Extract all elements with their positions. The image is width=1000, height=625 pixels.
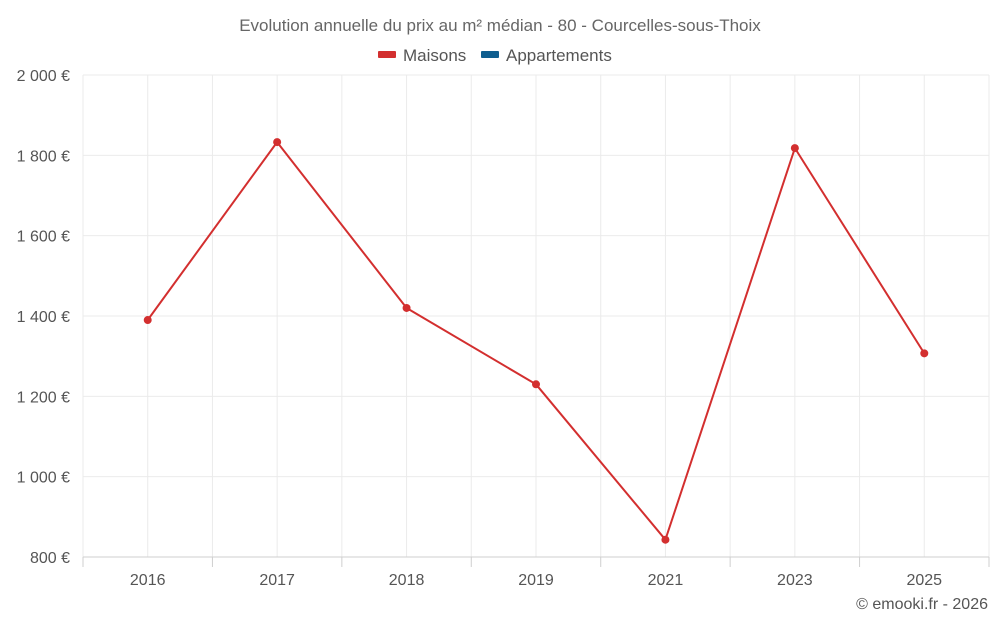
data-point[interactable]	[920, 349, 929, 358]
y-tick-label: 1 200 €	[17, 389, 70, 406]
x-tick-label: 2018	[389, 572, 425, 589]
legend-label-maisons: Maisons	[403, 46, 466, 65]
data-point[interactable]	[532, 380, 540, 389]
data-point[interactable]	[661, 535, 670, 544]
y-tick-label: 1 800 €	[17, 148, 70, 165]
data-point[interactable]	[790, 144, 799, 153]
legend-swatch-maisons	[378, 51, 396, 58]
legend-label-appartements: Appartements	[506, 46, 612, 65]
axes: 800 € 1 000 € 1 200 € 1 400 € 1 600 € 1 800 €…	[17, 68, 990, 589]
legend-item-appartements[interactable]: Appartements	[481, 46, 612, 65]
legend: Maisons Appartements	[378, 46, 612, 65]
y-tick-label: 800 €	[30, 550, 70, 567]
legend-item-maisons[interactable]: Maisons	[378, 46, 466, 65]
chart-title: Evolution annuelle du prix au m² médian …	[239, 16, 761, 35]
grid	[82, 74, 990, 558]
x-tick-label: 2023	[777, 572, 813, 589]
x-tick-label: 2025	[906, 572, 942, 589]
data-point[interactable]	[143, 316, 152, 325]
y-tick-label: 2 000 €	[17, 68, 70, 85]
x-tick-label: 2016	[130, 572, 166, 589]
series-maisons	[143, 138, 929, 544]
x-tick-label: 2021	[648, 572, 684, 589]
legend-swatch-appartements	[481, 51, 499, 58]
credit-text: © emooki.fr - 2026	[856, 596, 988, 613]
y-tick-label: 1 000 €	[17, 470, 70, 487]
x-tick-label: 2017	[259, 572, 295, 589]
x-tick-label: 2019	[518, 572, 554, 589]
y-tick-label: 1 400 €	[17, 309, 70, 326]
y-tick-label: 1 600 €	[17, 229, 70, 246]
data-point[interactable]	[402, 303, 411, 312]
series	[143, 138, 929, 544]
data-point[interactable]	[273, 138, 282, 147]
